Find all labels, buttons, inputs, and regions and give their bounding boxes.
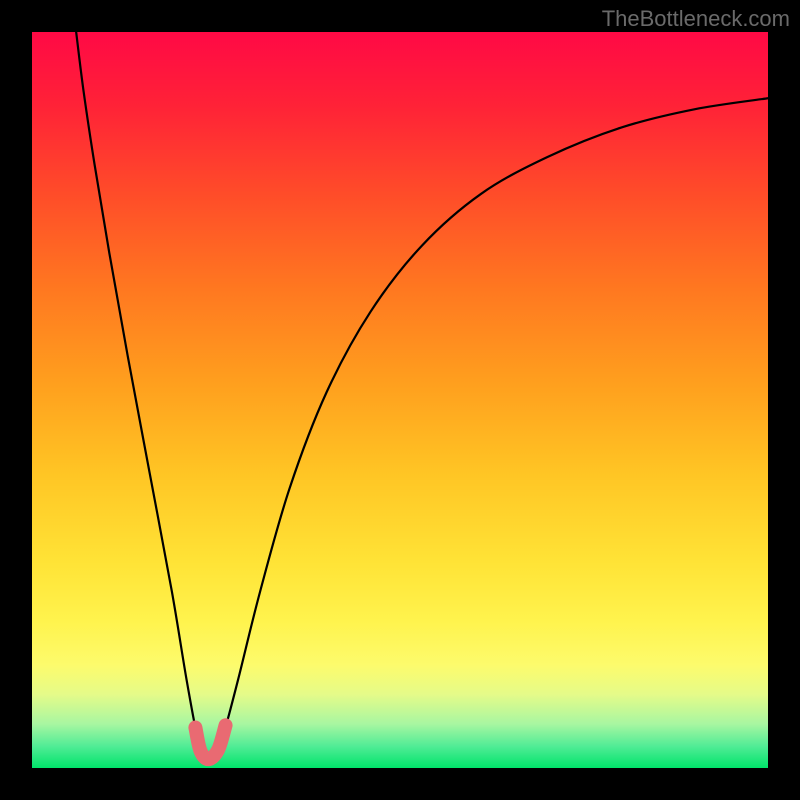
- watermark-text: TheBottleneck.com: [602, 6, 790, 32]
- chart-container: TheBottleneck.com: [0, 0, 800, 800]
- plot-background: [32, 32, 768, 768]
- chart-svg: [0, 0, 800, 800]
